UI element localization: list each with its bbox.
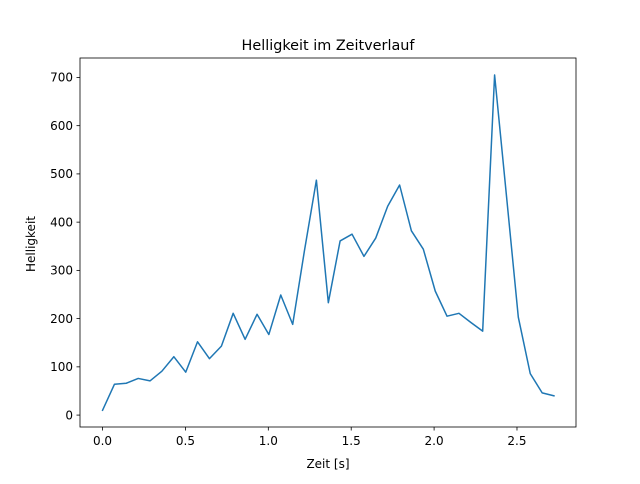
chart-title: Helligkeit im Zeitverlauf [242, 38, 416, 54]
x-tick-label-4: 2.0 [425, 434, 444, 448]
y-axis-label: Helligkeit [24, 216, 38, 272]
x-tick-label-0: 0.0 [93, 434, 112, 448]
x-axis-label: Zeit [s] [306, 457, 349, 471]
series-line-0 [101, 74, 555, 412]
y-tick-label-7: 700 [50, 71, 73, 85]
axes-layer: 0.0 0.5 1.0 1.5 2.0 2.5 0 100 200 300 400 500 600 700 [50, 57, 577, 448]
plot-layer [101, 74, 555, 412]
y-tick-label-1: 100 [50, 360, 73, 374]
axes-frame [79, 57, 577, 428]
y-tick-label-4: 400 [50, 215, 73, 229]
y-tick-label-3: 300 [50, 264, 73, 278]
x-tick-label-2: 1.0 [259, 434, 278, 448]
y-tick-label-0: 0 [65, 408, 73, 422]
y-tick-label-5: 500 [50, 167, 73, 181]
y-tick-label-2: 200 [50, 312, 73, 326]
x-tick-label-3: 1.5 [342, 434, 361, 448]
x-tick-label-5: 2.5 [507, 434, 526, 448]
x-tick-label-1: 0.5 [176, 434, 195, 448]
y-tick-label-6: 600 [50, 119, 73, 133]
